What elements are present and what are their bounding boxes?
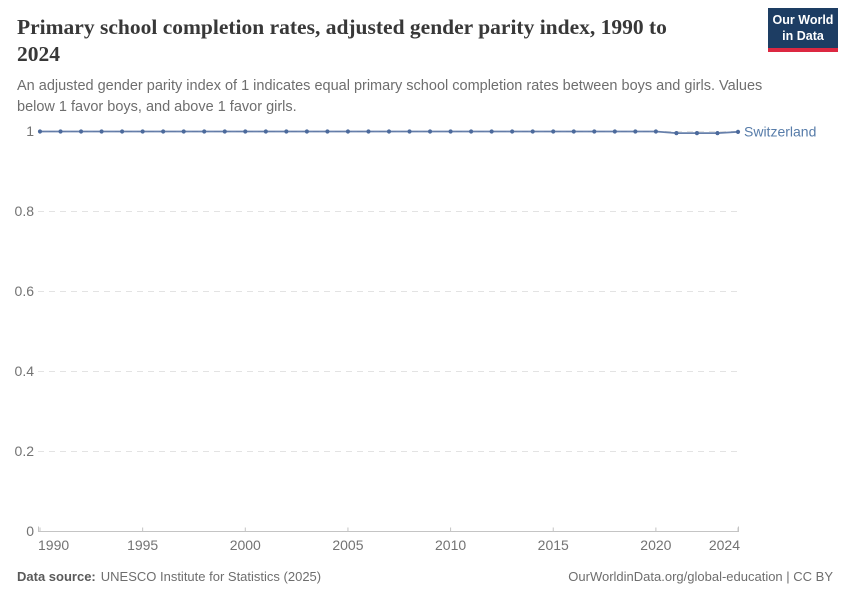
x-axis-label: 2020 <box>640 537 671 553</box>
chart-header: Primary school completion rates, adjuste… <box>17 14 833 117</box>
x-axis-label: 2015 <box>538 537 569 553</box>
data-point[interactable] <box>181 129 186 134</box>
data-point[interactable] <box>243 129 248 134</box>
data-point[interactable] <box>694 131 700 136</box>
x-axis-label: 2005 <box>332 537 363 553</box>
data-point[interactable] <box>489 129 494 134</box>
y-axis-label: 1 <box>26 123 34 139</box>
data-point[interactable] <box>140 129 145 134</box>
x-axis-label: 1990 <box>38 537 69 553</box>
data-point[interactable] <box>530 129 535 134</box>
series-label[interactable]: Switzerland <box>744 123 816 139</box>
y-axis-label: 0.2 <box>15 443 35 459</box>
data-point[interactable] <box>345 129 351 134</box>
data-point[interactable] <box>222 129 227 134</box>
owid-logo-line1: Our World <box>772 12 834 27</box>
data-point[interactable] <box>510 129 515 134</box>
data-point[interactable] <box>284 129 289 134</box>
chart-title: Primary school completion rates, adjuste… <box>17 15 667 66</box>
owid-logo[interactable]: Our World in Data <box>768 8 838 52</box>
data-point[interactable] <box>202 129 207 134</box>
chart-footer: Data source: UNESCO Institute for Statist… <box>17 569 833 584</box>
data-point[interactable] <box>120 129 125 134</box>
data-point[interactable] <box>99 129 104 134</box>
data-point[interactable] <box>386 129 392 134</box>
data-point[interactable] <box>592 129 597 134</box>
x-axis-label: 2010 <box>435 537 466 553</box>
license-link[interactable]: OurWorldinData.org/global-education | CC… <box>568 569 833 584</box>
chart-subtitle: An adjusted gender parity index of 1 ind… <box>17 78 763 115</box>
x-axis-label: 1995 <box>127 537 158 553</box>
data-point[interactable] <box>469 129 474 134</box>
data-source-label: Data source: <box>17 569 96 584</box>
data-point[interactable] <box>674 131 679 136</box>
data-point[interactable] <box>612 129 617 134</box>
y-axis-label: 0.6 <box>15 283 35 299</box>
data-point[interactable] <box>653 129 658 134</box>
x-axis-label: 2000 <box>230 537 261 553</box>
y-axis-label: 0 <box>26 523 34 539</box>
data-point[interactable] <box>78 129 84 134</box>
owid-logo-line2: in Data <box>782 29 824 43</box>
data-point[interactable] <box>325 129 330 134</box>
data-point[interactable] <box>427 129 433 134</box>
y-axis-label: 0.4 <box>15 363 35 379</box>
data-point[interactable] <box>735 129 741 134</box>
data-point[interactable] <box>37 129 43 134</box>
data-point[interactable] <box>304 129 309 134</box>
data-source-text: UNESCO Institute for Statistics (2025) <box>100 569 322 584</box>
data-source: Data source: UNESCO Institute for Statist… <box>17 569 321 584</box>
data-point[interactable] <box>263 129 268 134</box>
data-point[interactable] <box>633 129 638 134</box>
data-point[interactable] <box>58 129 63 134</box>
data-point[interactable] <box>551 129 556 134</box>
data-point[interactable] <box>366 129 371 134</box>
data-point[interactable] <box>407 129 412 134</box>
data-point[interactable] <box>161 129 166 134</box>
data-point[interactable] <box>715 131 720 136</box>
x-axis-label: 2024 <box>709 537 740 553</box>
data-point[interactable] <box>448 129 453 134</box>
y-axis-label: 0.8 <box>15 203 35 219</box>
data-point[interactable] <box>571 129 576 134</box>
